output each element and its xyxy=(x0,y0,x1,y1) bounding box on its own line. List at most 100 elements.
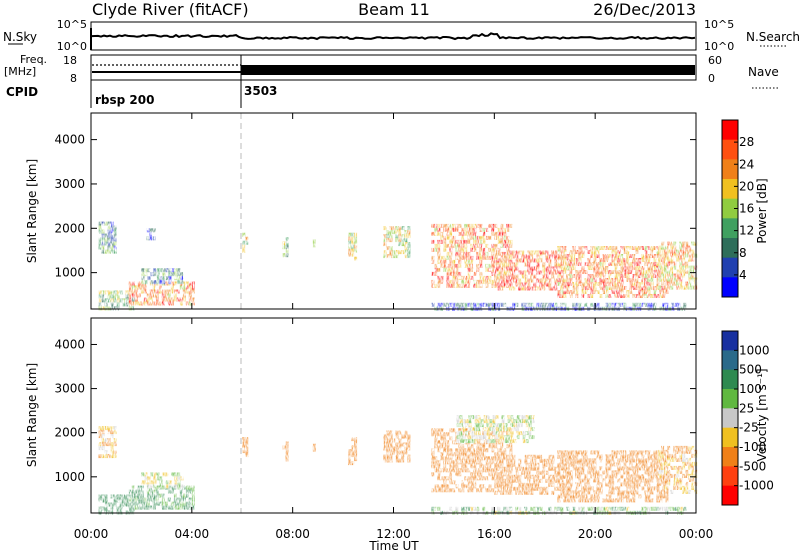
velocity-echo-cell xyxy=(182,501,186,506)
power-echo-cell xyxy=(107,241,111,246)
velocity-echo-cell xyxy=(605,506,609,511)
velocity-echo-cell xyxy=(474,439,478,444)
velocity-echo-cell xyxy=(653,506,657,511)
velocity-echo-cell xyxy=(605,482,609,487)
velocity-echo-cell xyxy=(477,431,481,436)
velocity-echo-cell xyxy=(479,456,483,461)
power-echo-cell xyxy=(110,302,114,307)
velocity-echo-cell xyxy=(242,441,246,446)
velocity-echo-region xyxy=(348,437,358,466)
velocity-echo-cell xyxy=(656,462,660,467)
power-echo-cell xyxy=(509,259,513,264)
velocity-echo-cell xyxy=(156,476,160,481)
velocity-echo-cell xyxy=(437,428,441,433)
velocity-echo-cell xyxy=(569,450,573,455)
power-echo-cell xyxy=(467,263,471,268)
power-echo-cell xyxy=(497,247,501,252)
power-echo-cell xyxy=(614,250,618,254)
power-echo-cell xyxy=(632,262,636,266)
power-echo-cell xyxy=(572,290,576,294)
velocity-echo-cell xyxy=(431,464,435,469)
velocity-echo-cell xyxy=(575,466,579,471)
power-echo-cell xyxy=(156,268,160,273)
power-echo-cell xyxy=(434,247,438,252)
velocity-echo-cell xyxy=(446,488,450,493)
power-echo-cell xyxy=(143,297,147,302)
power-echo-cell xyxy=(524,302,528,307)
velocity-echo-cell xyxy=(608,462,612,467)
power-echo-cell xyxy=(137,285,141,290)
power-echo-cell xyxy=(503,302,507,307)
velocity-echo-cell xyxy=(512,454,516,459)
velocity-echo-cell xyxy=(488,464,492,469)
power-echo-cell xyxy=(404,254,408,259)
power-echo-cell xyxy=(665,282,669,286)
velocity-echo-cell xyxy=(407,446,411,451)
power-echo-cell xyxy=(638,274,642,278)
power-echo-cell xyxy=(401,242,405,247)
power-echo-cell xyxy=(584,302,588,307)
power-echo-cell xyxy=(392,230,396,235)
velocity-echo-cell xyxy=(599,466,603,471)
power-echo-cell xyxy=(679,277,683,282)
velocity-echo-cell xyxy=(491,448,495,453)
power-echo-cell xyxy=(665,258,669,262)
power-echo-cell xyxy=(159,280,163,285)
power-echo-cell xyxy=(614,262,618,266)
power-echo-cell xyxy=(348,248,352,253)
velocity-echo-cell xyxy=(471,435,475,440)
power-echo-cell xyxy=(494,243,498,248)
velocity-echo-cell xyxy=(679,477,683,482)
velocity-echo-cell xyxy=(593,450,597,455)
power-echo-cell xyxy=(611,246,615,250)
power-echo-cell xyxy=(482,302,486,307)
velocity-echo-cell xyxy=(524,462,528,467)
velocity-echo-cell xyxy=(665,498,669,503)
velocity-echo-cell xyxy=(182,493,186,498)
velocity-echo-cell xyxy=(650,474,654,479)
velocity-echo-cell xyxy=(156,472,160,477)
velocity-echo-cell xyxy=(522,415,526,420)
velocity-echo-cell xyxy=(641,486,645,491)
velocity-echo-cell xyxy=(452,480,456,485)
power-echo-cell xyxy=(479,239,483,244)
velocity-echo-cell xyxy=(500,478,504,483)
velocity-echo-cell xyxy=(149,489,153,494)
power-echo-cell xyxy=(113,237,117,242)
power-echo-cell xyxy=(614,286,618,290)
velocity-echo-cell xyxy=(491,472,495,477)
velocity-echo-cell xyxy=(468,415,472,420)
nsearch-tick-bottom: 10^0 xyxy=(704,40,734,53)
velocity-echo-cell xyxy=(473,460,477,465)
velocity-echo-cell xyxy=(584,454,588,459)
power-echo-cell xyxy=(491,271,495,276)
power-echo-cell xyxy=(491,255,495,260)
velocity-echo-cell xyxy=(507,439,511,444)
power-echo-cell xyxy=(676,285,680,290)
power-echo-cell xyxy=(131,298,135,303)
power-echo-cell xyxy=(152,236,156,241)
velocity-echo-cell xyxy=(527,462,531,467)
power-echo-cell xyxy=(638,246,642,250)
velocity-echo-cell xyxy=(563,490,567,495)
velocity-echo-cell xyxy=(158,501,162,506)
velocity-echo-cell xyxy=(641,462,645,467)
power-echo-cell xyxy=(179,301,183,306)
power-echo-cell xyxy=(611,258,615,262)
power-echo-cell xyxy=(491,247,495,252)
power-colorbar-tick-label: 8 xyxy=(739,246,747,260)
velocity-echo-cell xyxy=(446,452,450,457)
velocity-echo-cell xyxy=(489,423,493,428)
velocity-echo-cell xyxy=(518,462,522,467)
power-echo-cell xyxy=(563,254,567,259)
velocity-echo-cell xyxy=(629,454,633,459)
power-echo-cell xyxy=(182,293,186,298)
velocity-echo-cell xyxy=(548,462,552,467)
power-echo-cell xyxy=(539,278,543,283)
power-echo-cell xyxy=(122,298,126,303)
velocity-echo-cell xyxy=(587,486,591,491)
power-echo-cell xyxy=(677,302,681,307)
power-echo-cell xyxy=(545,254,549,259)
velocity-echo-cell xyxy=(395,442,399,447)
